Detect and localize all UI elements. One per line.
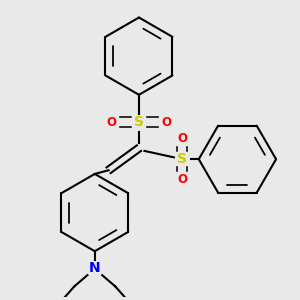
- Text: N: N: [89, 261, 100, 275]
- Text: S: S: [134, 116, 144, 129]
- Text: O: O: [162, 116, 172, 129]
- Text: O: O: [177, 133, 187, 146]
- Text: O: O: [177, 173, 187, 186]
- Text: S: S: [177, 152, 187, 166]
- Text: O: O: [106, 116, 116, 129]
